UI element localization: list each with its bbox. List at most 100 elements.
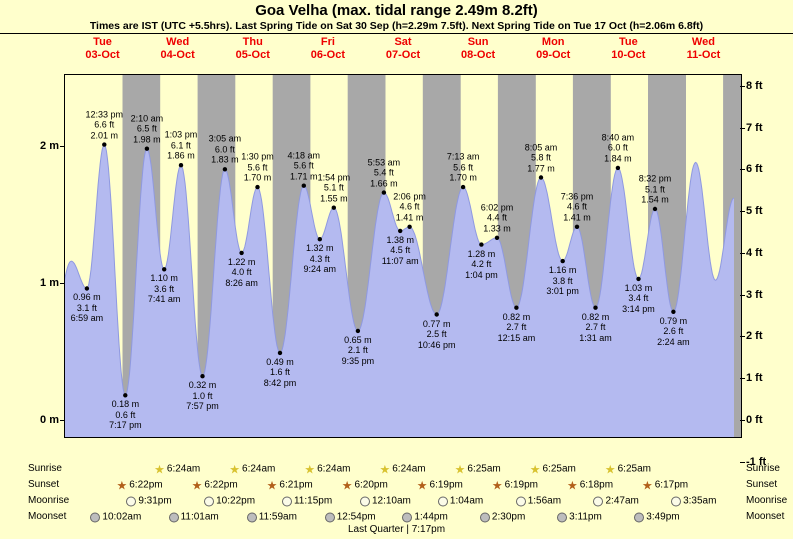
- tide-plot-svg: [65, 75, 741, 437]
- tide-point-dot: [222, 167, 228, 172]
- sunset-time: 6:17pm: [654, 479, 689, 491]
- sunset-star-icon: ★: [566, 478, 578, 492]
- moonrise-entry: 9:31pm: [126, 495, 172, 507]
- moonset-time: 1:44pm: [414, 511, 448, 523]
- day-label: Mon 09-Oct: [536, 36, 570, 62]
- header-divider: [0, 33, 793, 34]
- tide-point-dot: [574, 224, 580, 229]
- sunrise-time: 6:25am: [617, 463, 651, 475]
- tide-point-dot: [593, 305, 598, 310]
- moonrise-time: 11:15pm: [293, 495, 333, 507]
- moonrise-moon-icon: [515, 496, 526, 506]
- day-date: 06-Oct: [310, 49, 345, 61]
- tide-point-dot: [255, 184, 260, 190]
- y-axis-label-left: 1 m: [40, 277, 59, 289]
- day-label: Wed 04-Oct: [161, 36, 195, 62]
- moonset-entry: 11:01am: [168, 512, 219, 523]
- day-date: 07-Oct: [385, 49, 421, 61]
- moonset-entry: 10:02am: [90, 512, 141, 523]
- moonrise-entry: 2:47am: [593, 496, 639, 507]
- moonset-time: 2:30pm: [491, 511, 526, 523]
- tide-point-dot: [178, 163, 184, 168]
- y-axis-label-right: 4 ft: [746, 246, 763, 259]
- sunset-star-icon: ★: [266, 478, 278, 492]
- axis-tick: [740, 169, 745, 171]
- moonset-entry: 1:44pm: [402, 511, 448, 523]
- moonrise-moon-icon: [126, 496, 137, 506]
- moon-phase-text: Last Quarter | 7:17pm: [347, 524, 446, 535]
- y-axis-label-right: 0 ft: [746, 414, 763, 426]
- sunrise-star-icon: ★: [529, 462, 541, 476]
- moonrise-time: 1:56am: [527, 495, 562, 507]
- sunset-entry: ★ 6:20pm: [341, 478, 388, 492]
- day-name: Wed: [691, 36, 715, 48]
- day-name: Sun: [467, 36, 489, 48]
- moonrise-time: 9:31pm: [138, 495, 172, 507]
- moonrise-label-right: Moonrise: [746, 495, 788, 506]
- sunrise-star-icon: ★: [604, 462, 616, 476]
- sunset-star-icon: ★: [116, 478, 128, 492]
- plot-area: [64, 74, 742, 438]
- y-axis-label-right: 1 ft: [746, 372, 763, 385]
- day-date: 04-Oct: [160, 49, 195, 61]
- tide-point-dot: [636, 276, 641, 282]
- sunrise-time: 6:24am: [242, 463, 276, 475]
- day-label: Wed 11-Oct: [687, 36, 721, 62]
- tide-point-dot: [494, 235, 500, 240]
- day-label: Sun 08-Oct: [461, 36, 495, 62]
- sunrise-star-icon: ★: [154, 462, 165, 476]
- axis-tick: [740, 211, 745, 213]
- sunset-star-icon: ★: [341, 478, 353, 492]
- moonrise-time: 10:22pm: [216, 495, 256, 507]
- moonset-time: 12:54pm: [336, 511, 376, 523]
- tide-point-dot: [355, 328, 361, 334]
- day-label: Sat 07-Oct: [386, 36, 420, 62]
- day-name: Sat: [394, 36, 412, 48]
- moonrise-entry: 3:35am: [671, 496, 716, 507]
- sunset-label-right: Sunset: [746, 479, 778, 490]
- tide-point-dot: [652, 206, 658, 212]
- moonset-moon-icon: [168, 512, 179, 522]
- sunset-star-icon: ★: [641, 478, 653, 492]
- moonrise-time: 1:04am: [449, 495, 484, 507]
- moonset-time: 10:02am: [102, 511, 142, 523]
- sunset-entry: ★ 6:17pm: [641, 478, 689, 492]
- moonset-entry: 3:11pm: [557, 512, 602, 523]
- day-date: 05-Oct: [235, 49, 270, 61]
- tide-point-dot: [123, 393, 128, 398]
- chart-subtitle: Times are IST (UTC +5.5hrs). Last Spring…: [89, 20, 704, 32]
- tide-point-dot: [434, 312, 439, 317]
- tide-point-dot: [162, 267, 167, 272]
- tide-point-dot: [479, 242, 484, 247]
- sunset-time: 6:18pm: [579, 479, 614, 491]
- y-axis-label-right: 5 ft: [746, 205, 763, 218]
- sunset-time: 6:19pm: [429, 479, 463, 491]
- y-axis-label-right: 8 ft: [746, 79, 763, 92]
- day-name: Mon: [541, 36, 565, 48]
- day-date: 08-Oct: [460, 49, 496, 61]
- axis-tick: [60, 420, 65, 421]
- moonset-time: 3:49pm: [646, 511, 680, 523]
- axis-tick: [740, 336, 745, 338]
- day-date: 10-Oct: [611, 49, 646, 61]
- tide-point-dot: [398, 228, 403, 234]
- chart-title: Goa Velha (max. tidal range 2.49m 8.2ft): [255, 2, 538, 19]
- sunrise-star-icon: ★: [304, 462, 316, 476]
- moonset-moon-icon: [557, 512, 568, 522]
- moonset-time: 3:11pm: [569, 511, 602, 523]
- moonset-label-right: Moonset: [746, 511, 785, 522]
- y-axis-label-left: 2 m: [40, 140, 59, 152]
- tide-point-dot: [200, 374, 205, 379]
- sunset-star-icon: ★: [416, 478, 428, 492]
- moonrise-entry: 10:22pm: [204, 496, 255, 507]
- sunset-entry: ★ 6:21pm: [266, 478, 313, 492]
- axis-tick: [740, 294, 745, 296]
- tide-point-dot: [84, 286, 90, 291]
- moonrise-entry: 11:15pm: [281, 495, 333, 507]
- moonset-moon-icon: [246, 512, 257, 522]
- sunset-time: 6:20pm: [354, 479, 388, 491]
- sunrise-time: 6:25am: [542, 463, 576, 475]
- sunrise-star-icon: ★: [379, 462, 391, 476]
- day-label: Fri 06-Oct: [311, 36, 345, 62]
- moonset-time: 11:59am: [258, 511, 297, 523]
